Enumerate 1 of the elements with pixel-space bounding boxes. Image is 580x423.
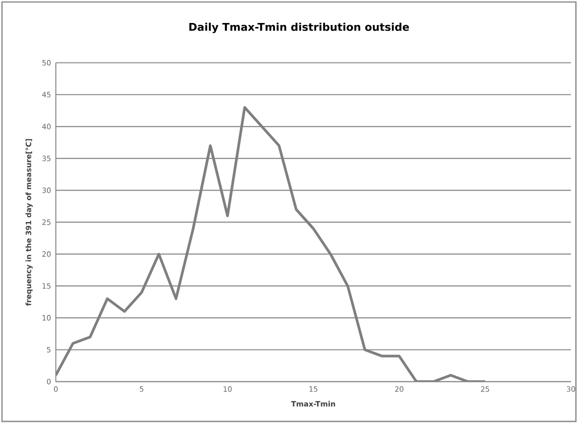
chart-title: Daily Tmax-Tmin distribution outside: [189, 22, 409, 33]
